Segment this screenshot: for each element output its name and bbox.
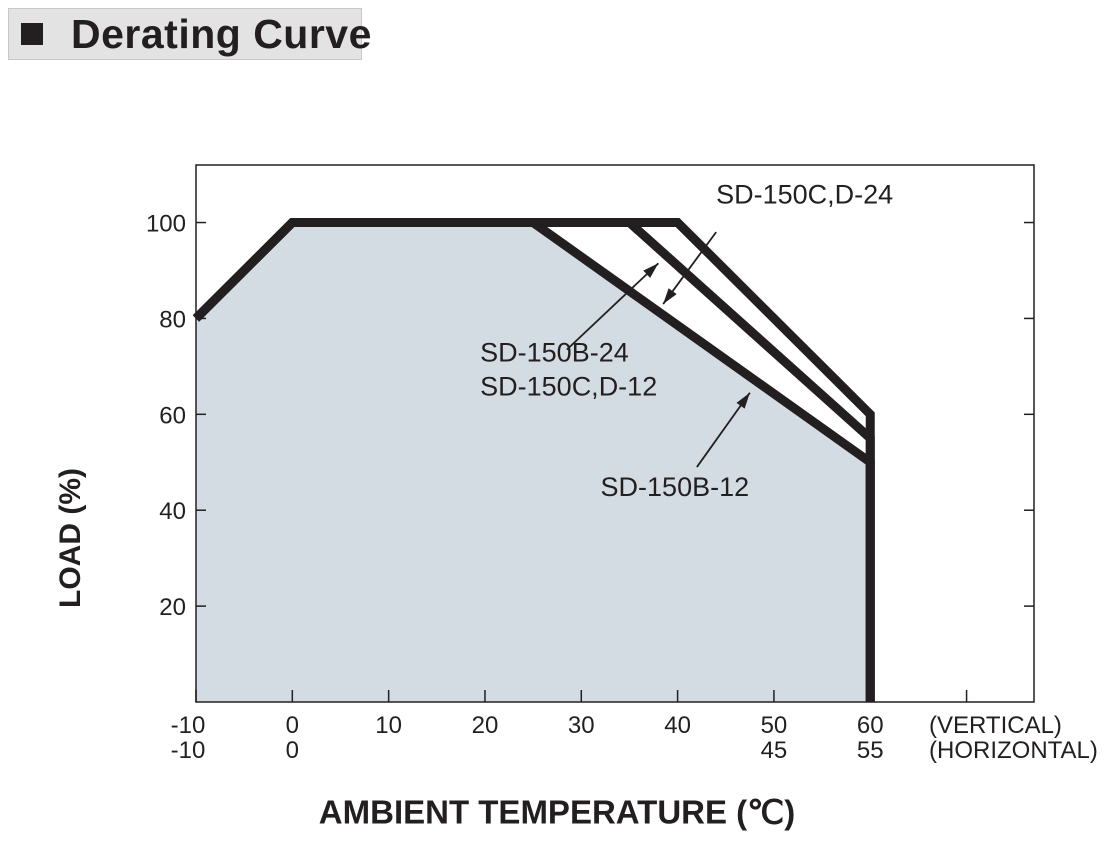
title-box: Derating Curve xyxy=(8,8,371,60)
x-tick-label-vertical: 60 xyxy=(857,712,884,739)
y-tick-label: 100 xyxy=(146,211,186,238)
x-tick-label-vertical: 10 xyxy=(375,712,402,739)
y-tick-label: 20 xyxy=(159,594,186,621)
x-row-label: (HORIZONTAL) xyxy=(929,737,1098,764)
y-axis-label: LOAD (%) xyxy=(54,468,87,608)
x-tick-label-vertical: 0 xyxy=(286,712,299,739)
safe-area-fill xyxy=(196,222,871,703)
annotation-label: SD-150C,D-24 xyxy=(716,179,893,209)
y-tick-label: 80 xyxy=(159,306,186,333)
series-line xyxy=(192,218,875,702)
arrowhead-icon xyxy=(663,288,677,305)
y-tick-label: 40 xyxy=(159,498,186,525)
chart-title: Derating Curve xyxy=(71,11,372,57)
x-tick-label-horizontal: 55 xyxy=(857,737,884,764)
plot-frame xyxy=(195,164,1035,703)
x-tick-label-horizontal: 45 xyxy=(761,737,788,764)
annotation-label: SD-150B-24 xyxy=(480,338,629,368)
annotation-label: SD-150B-12 xyxy=(601,472,750,502)
annotation-layer: SD-150C,D-24 SD-150B-24 SD-150C,D-12 SD-150… xyxy=(480,179,893,501)
annotation-leader xyxy=(566,262,659,351)
x-tick-label-vertical: 30 xyxy=(568,712,595,739)
annotation-label: SD-150C,D-12 xyxy=(480,372,657,402)
square-bullet-icon xyxy=(21,23,43,45)
x-tick-label-vertical: 40 xyxy=(664,712,691,739)
arrowhead-icon xyxy=(736,392,750,409)
series-layer xyxy=(192,218,875,702)
x-tick-label-horizontal: -10 xyxy=(171,737,206,764)
x-axis-label: AMBIENT TEMPERATURE (℃) xyxy=(318,793,796,831)
plot-frame-layer xyxy=(195,164,1035,703)
tick-label-layer: 20 40 60 80 100 -10 0 10 20 30 40 50 60 -10 0 45 55 (VERT… xyxy=(146,211,1098,764)
safe-area-layer xyxy=(196,222,871,703)
x-tick-label-horizontal: 0 xyxy=(286,737,299,764)
x-row-label: (VERTICAL) xyxy=(929,712,1062,739)
y-tick-label: 60 xyxy=(159,402,186,429)
x-tick-label-vertical: 50 xyxy=(761,712,788,739)
arrowhead-icon xyxy=(643,263,659,278)
x-tick-label-vertical: 20 xyxy=(472,712,499,739)
x-tick-label-vertical: -10 xyxy=(171,712,206,739)
